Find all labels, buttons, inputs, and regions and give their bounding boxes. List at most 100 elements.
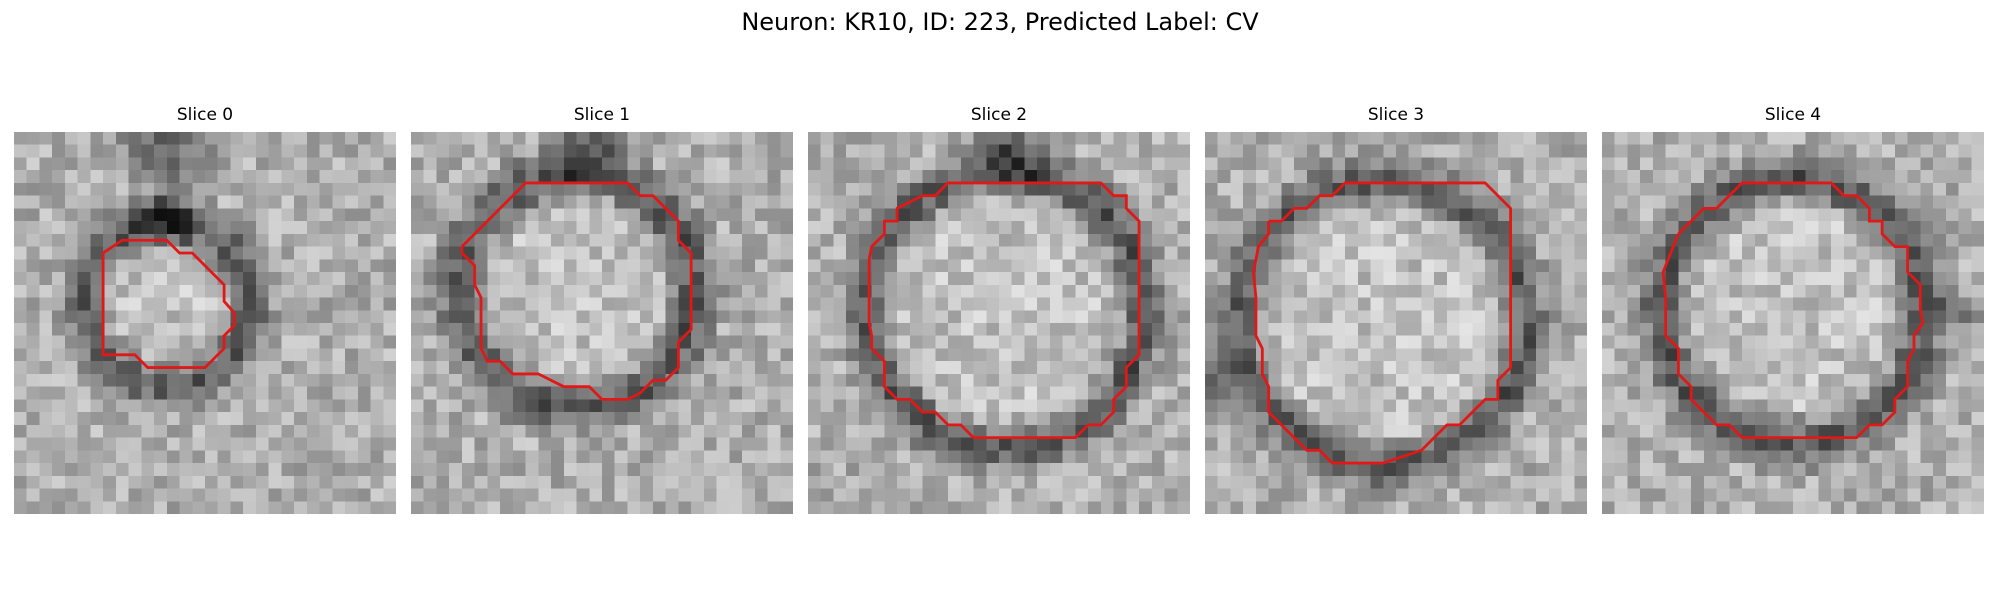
- pixel: [986, 182, 1000, 196]
- pixel: [1907, 501, 1921, 514]
- pixel: [703, 221, 717, 235]
- pixel: [833, 182, 847, 196]
- pixel: [884, 501, 898, 514]
- pixel: [1602, 373, 1615, 387]
- pixel: [627, 144, 641, 158]
- pixel: [1062, 335, 1076, 349]
- pixel: [1602, 259, 1615, 273]
- pixel: [1767, 424, 1781, 438]
- pixel: [525, 182, 539, 196]
- pixel: [1383, 399, 1397, 413]
- pixel: [474, 246, 488, 260]
- pixel: [1421, 348, 1435, 362]
- pixel: [729, 170, 743, 184]
- pixel: [754, 272, 768, 286]
- pixel: [1268, 272, 1282, 286]
- pixel: [729, 132, 743, 145]
- pixel: [255, 132, 269, 145]
- pixel: [986, 284, 1000, 298]
- pixel: [1177, 132, 1190, 145]
- pixel: [383, 233, 396, 247]
- pixel: [1459, 132, 1473, 145]
- pixel: [1472, 335, 1486, 349]
- pixel: [1703, 437, 1717, 451]
- pixel: [1497, 463, 1511, 477]
- pixel: [1652, 182, 1666, 196]
- pixel: [846, 335, 860, 349]
- pixel: [1113, 488, 1127, 502]
- pixel: [1446, 284, 1460, 298]
- pixel: [1255, 259, 1269, 273]
- pixel: [1742, 348, 1756, 362]
- pixel: [1319, 361, 1333, 375]
- pixel: [576, 259, 590, 273]
- pixel: [319, 386, 333, 400]
- pixel: [1843, 386, 1857, 400]
- pixel: [370, 272, 384, 286]
- pixel: [602, 246, 615, 260]
- pixel: [332, 361, 346, 375]
- pixel: [1882, 323, 1896, 336]
- pixel: [1665, 386, 1679, 400]
- pixel: [589, 348, 603, 362]
- pixel: [1100, 297, 1114, 311]
- pixel: [1574, 170, 1587, 184]
- pixel: [1139, 182, 1153, 196]
- pixel: [319, 450, 333, 464]
- pixel: [754, 323, 768, 336]
- pixel: [1561, 475, 1575, 489]
- pixel: [1754, 310, 1768, 324]
- pixel: [345, 170, 359, 184]
- pixel: [1536, 463, 1550, 477]
- pixel: [614, 310, 628, 324]
- pixel: [640, 437, 654, 451]
- pixel: [1126, 233, 1140, 247]
- pixel: [678, 144, 692, 158]
- pixel: [90, 450, 104, 464]
- pixel: [90, 424, 104, 438]
- pixel: [1408, 361, 1422, 375]
- pixel: [141, 297, 155, 311]
- pixel: [1831, 157, 1845, 171]
- pixel: [332, 373, 346, 387]
- pixel: [538, 182, 552, 196]
- pixel: [960, 132, 974, 145]
- pixel: [767, 259, 781, 273]
- pixel: [1126, 221, 1140, 235]
- pixel: [179, 170, 193, 184]
- pixel: [833, 386, 847, 400]
- pixel: [179, 310, 193, 324]
- pixel: [1958, 310, 1972, 324]
- pixel: [525, 208, 539, 222]
- pixel: [754, 386, 768, 400]
- pixel: [1780, 284, 1794, 298]
- pixel: [678, 386, 692, 400]
- pixel: [1345, 195, 1359, 209]
- pixel: [154, 284, 168, 298]
- pixel: [614, 488, 628, 502]
- pixel: [64, 246, 78, 260]
- pixel: [729, 221, 743, 235]
- pixel: [500, 463, 514, 477]
- pixel: [1100, 463, 1114, 477]
- pixel: [461, 348, 475, 362]
- pixel: [1459, 437, 1473, 451]
- pixel: [1113, 475, 1127, 489]
- pixel: [1024, 424, 1038, 438]
- pixel: [652, 475, 666, 489]
- pixel: [1268, 310, 1282, 324]
- pixel: [1177, 463, 1190, 477]
- pixel: [1971, 424, 1984, 438]
- pixel: [652, 386, 666, 400]
- pixel: [1268, 335, 1282, 349]
- pixel: [77, 386, 91, 400]
- pixel: [243, 272, 257, 286]
- pixel: [1767, 157, 1781, 171]
- pixel: [1945, 246, 1959, 260]
- pixel: [820, 501, 834, 514]
- pixel: [948, 335, 962, 349]
- pixel: [1780, 208, 1794, 222]
- pixel: [1729, 170, 1743, 184]
- pixel: [423, 272, 437, 286]
- pixel: [935, 399, 949, 413]
